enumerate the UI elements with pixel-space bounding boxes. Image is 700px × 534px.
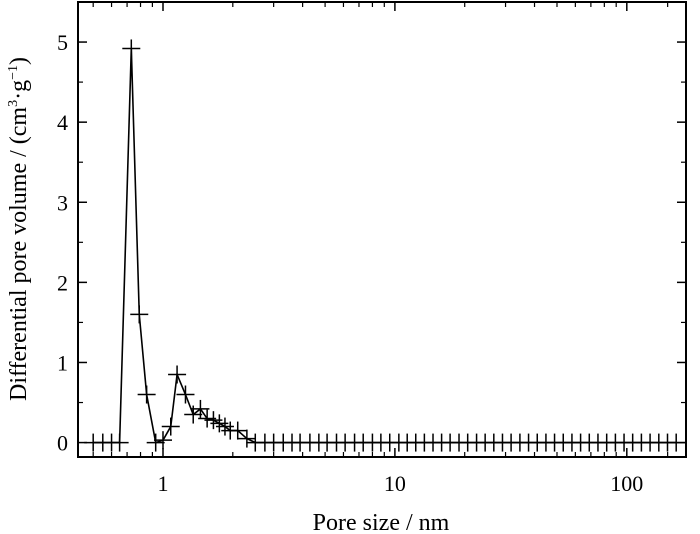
y-axis-title-base: Differential pore volume / (cm <box>6 107 32 401</box>
x-axis-title: Pore size / nm <box>313 510 450 534</box>
series-markers <box>84 39 686 452</box>
data-point-marker <box>153 431 172 450</box>
plot-frame <box>77 1 687 458</box>
data-point-marker <box>137 385 156 404</box>
data-point-marker <box>176 385 195 404</box>
y-tick-label: 4 <box>57 110 68 135</box>
y-axis-title-end: ) <box>6 57 32 65</box>
data-point-marker <box>667 433 686 452</box>
x-tick-label: 10 <box>384 471 406 496</box>
data-point-marker <box>168 365 187 384</box>
y-tick-label: 5 <box>57 30 68 55</box>
x-axis-ticks: 1 10 100 <box>92 2 669 496</box>
y-tick-label: 1 <box>57 350 68 375</box>
data-point-marker <box>130 305 149 324</box>
y-axis-title-mid: ·g <box>6 80 32 100</box>
data-point-marker <box>161 417 180 436</box>
series-line <box>93 48 677 444</box>
data-point-marker <box>237 429 256 448</box>
data-point-marker <box>228 421 247 440</box>
data-point-marker <box>191 399 210 418</box>
y-axis-title-sup2: −1 <box>6 65 21 80</box>
y-axis-title: Differential pore volume / (cm3·g−1) <box>6 57 32 401</box>
data-point-marker <box>110 433 129 452</box>
x-tick-label: 100 <box>610 471 643 496</box>
y-tick-label: 2 <box>57 270 68 295</box>
x-tick-label: 1 <box>157 471 168 496</box>
data-point-marker <box>146 433 165 452</box>
y-axis-ticks: 0 1 2 3 4 5 <box>57 30 686 456</box>
data-point-marker <box>122 39 141 58</box>
y-tick-label: 3 <box>57 190 68 215</box>
y-tick-label: 0 <box>57 431 68 456</box>
y-axis-title-sup1: 3 <box>6 100 21 107</box>
